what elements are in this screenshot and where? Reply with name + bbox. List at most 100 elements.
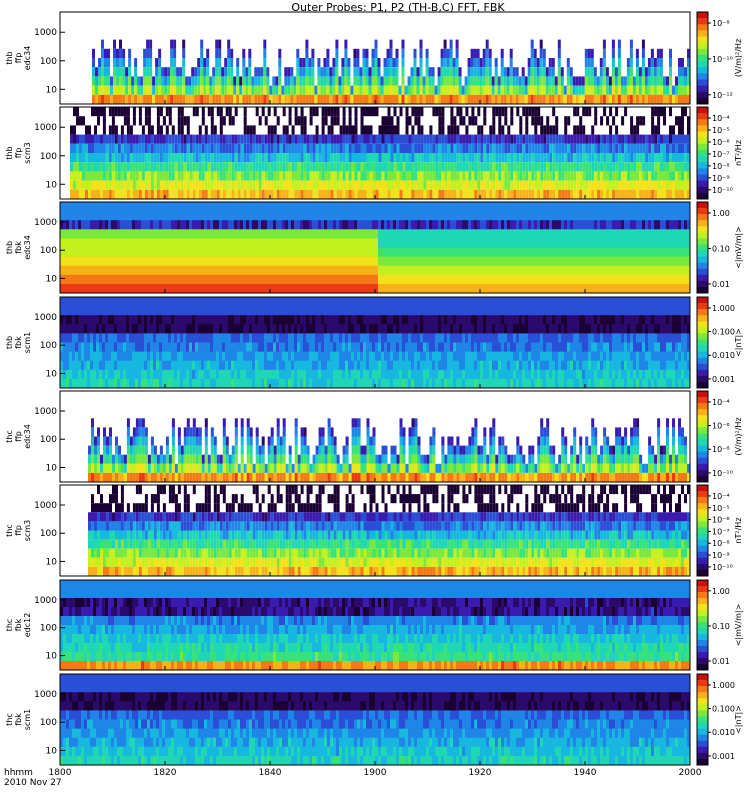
- spectrogram-cell: [591, 220, 595, 230]
- spectrogram-cell: [180, 189, 184, 199]
- spectrogram-cell: [82, 116, 85, 126]
- spectrogram-cell: [102, 229, 106, 239]
- spectrogram-cell: [179, 94, 183, 104]
- spectrogram-cell: [504, 143, 508, 153]
- spectrogram-cell: [476, 58, 480, 68]
- spectrogram-cell: [684, 153, 687, 163]
- colorbar-segment: [697, 149, 708, 154]
- spectrogram-cell: [669, 67, 672, 77]
- spectrogram-cell: [252, 143, 256, 153]
- spectrogram-cell: [105, 153, 109, 163]
- spectrogram-cell: [282, 247, 286, 257]
- spectrogram-cell: [252, 274, 256, 285]
- spectrogram-cell: [207, 283, 211, 294]
- spectrogram-cell: [338, 94, 342, 104]
- spectrogram-cell: [414, 238, 418, 248]
- spectrogram-cell: [687, 162, 690, 172]
- spectrogram-cell: [401, 39, 405, 49]
- spectrogram-cell: [294, 153, 298, 163]
- spectrogram-cell: [645, 202, 649, 212]
- spectrogram-cell: [336, 180, 340, 190]
- spectrogram-cell: [540, 256, 544, 266]
- spectrogram-cell: [681, 125, 684, 135]
- spectrogram-cell: [450, 274, 454, 285]
- spectrogram-cell: [599, 94, 603, 104]
- spectrogram-cell: [344, 94, 348, 104]
- spectrogram-cell: [605, 76, 609, 86]
- spectrogram-cell: [225, 162, 229, 172]
- colorbar-segment: [697, 116, 708, 120]
- spectrogram-cell: [153, 274, 157, 285]
- spectrogram-cell: [675, 274, 679, 285]
- spectrogram-cell: [426, 274, 430, 285]
- spectrogram-cell: [92, 76, 95, 86]
- spectrogram-cell: [440, 67, 444, 77]
- spectrogram-cell: [219, 265, 223, 276]
- spectrogram-cell: [222, 274, 226, 285]
- spectrogram-cell: [108, 134, 112, 144]
- spectrogram-cell: [624, 189, 628, 199]
- spectrogram-cell: [521, 85, 525, 95]
- spectrogram-cell: [389, 85, 393, 95]
- spectrogram-cell: [249, 134, 253, 144]
- spectrogram-cell: [73, 125, 76, 135]
- spectrogram-cell: [614, 67, 618, 77]
- spectrogram-cell: [438, 107, 442, 117]
- spectrogram-cell: [291, 238, 295, 248]
- spectrogram-cell: [471, 229, 475, 239]
- spectrogram-cell: [468, 153, 472, 163]
- spectrogram-cell: [123, 180, 127, 190]
- spectrogram-cell: [678, 67, 681, 77]
- spectrogram-cell: [387, 265, 391, 276]
- spectrogram-cell: [303, 189, 307, 199]
- spectrogram-cell: [66, 247, 70, 257]
- spectrogram-cell: [396, 247, 400, 257]
- spectrogram-cell: [150, 256, 154, 266]
- spectrogram-cell: [206, 76, 210, 86]
- spectrogram-cell: [555, 229, 559, 239]
- spectrogram-cell: [162, 256, 166, 266]
- spectrogram-cell: [687, 274, 691, 285]
- spectrogram-cell: [582, 247, 586, 257]
- spectrogram-cell: [579, 211, 583, 221]
- spectrogram-cell: [429, 229, 433, 239]
- spectrogram-cell: [573, 162, 577, 172]
- spectrogram-cell: [336, 134, 340, 144]
- spectrogram-cell: [333, 220, 337, 230]
- spectrogram-cell: [78, 256, 82, 266]
- spectrogram-cell: [141, 238, 145, 248]
- spectrogram-cell: [480, 247, 484, 257]
- spectrogram-cell: [486, 202, 490, 212]
- spectrogram-cell: [513, 265, 517, 276]
- spectrogram-cell: [615, 247, 619, 257]
- spectrogram-cell: [180, 247, 184, 257]
- spectrogram-cell: [657, 171, 661, 181]
- spectrogram-cell: [603, 107, 607, 117]
- spectrogram-cell: [377, 58, 381, 68]
- spectrogram-cell: [258, 143, 262, 153]
- spectrogram-cell: [366, 107, 370, 117]
- spectrogram-cell: [82, 134, 85, 144]
- spectrogram-cell: [540, 283, 544, 294]
- spectrogram-cell: [132, 229, 136, 239]
- spectrogram-cell: [459, 265, 463, 276]
- spectrogram-cell: [288, 171, 292, 181]
- spectrogram-cell: [612, 211, 616, 221]
- spectrogram-cell: [146, 76, 150, 86]
- spectrogram-cell: [88, 189, 91, 199]
- spectrogram-cell: [659, 48, 663, 58]
- spectrogram-cell: [320, 85, 324, 95]
- spectrogram-cell: [327, 229, 331, 239]
- spectrogram-cell: [371, 76, 375, 86]
- spectrogram-cell: [419, 94, 423, 104]
- spectrogram-cell: [318, 180, 322, 190]
- spectrogram-cell: [498, 211, 502, 221]
- spectrogram-cell: [576, 171, 580, 181]
- spectrogram-cell: [165, 274, 169, 285]
- spectrogram-cell: [528, 107, 532, 117]
- spectrogram-cell: [588, 134, 592, 144]
- spectrogram-cell: [188, 76, 192, 86]
- spectrogram-cell: [309, 256, 313, 266]
- spectrogram-cell: [365, 58, 369, 68]
